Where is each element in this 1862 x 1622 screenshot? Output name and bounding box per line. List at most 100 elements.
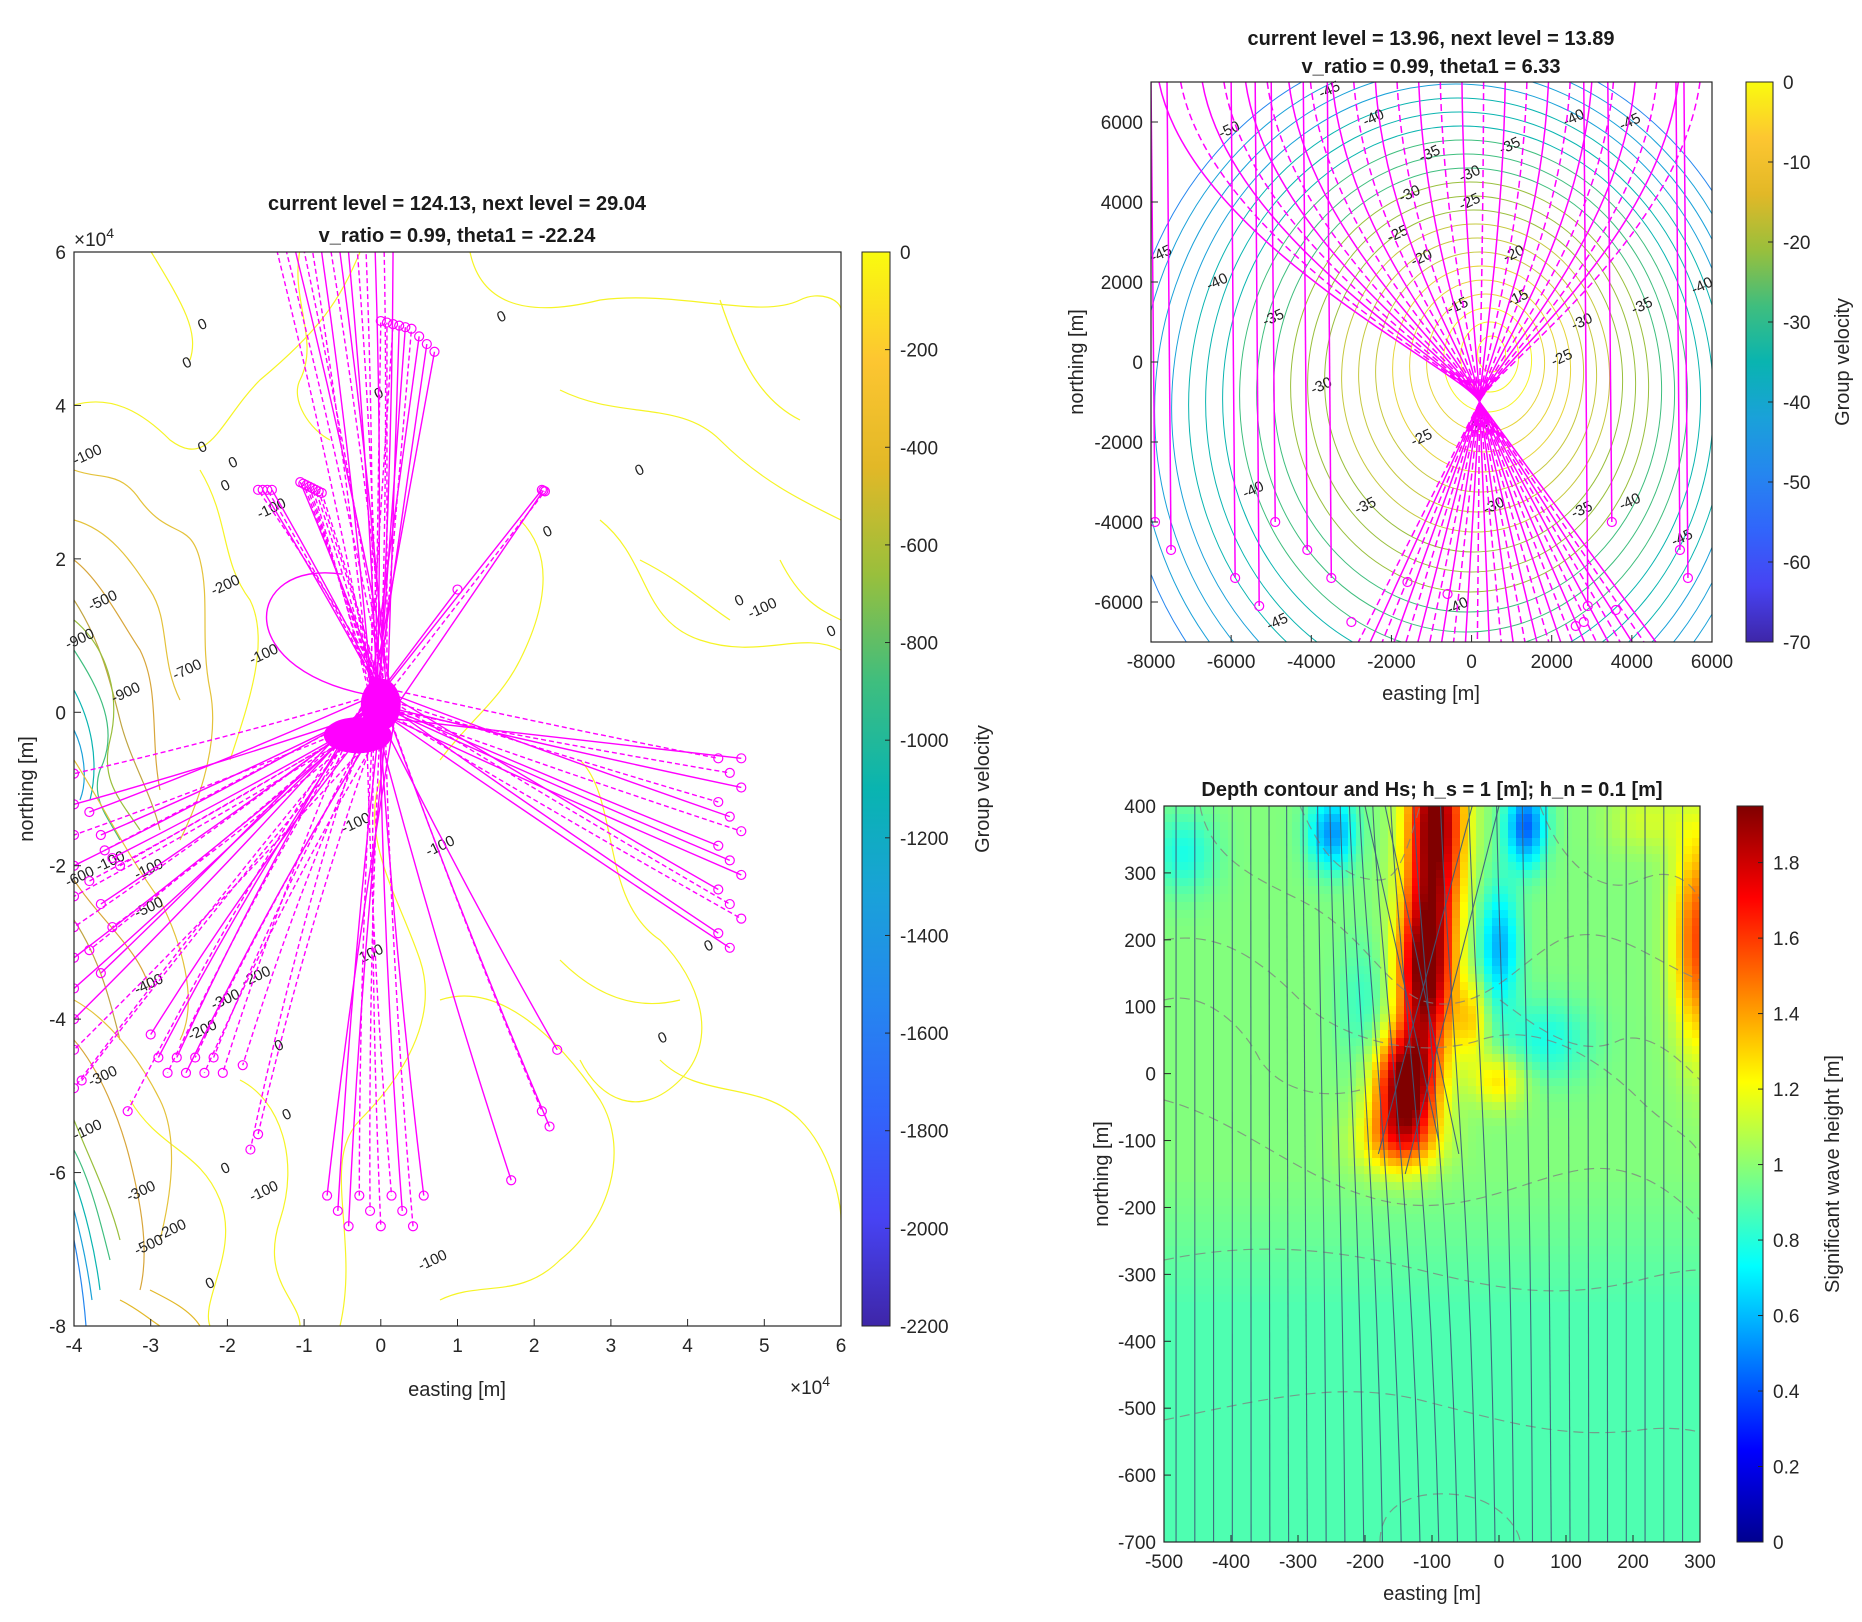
heatmap-cell [1444, 870, 1453, 879]
heatmap-cell [1596, 1078, 1605, 1087]
heatmap-cell [1644, 1022, 1653, 1031]
heatmap-cell [1620, 806, 1629, 815]
heatmap-cell [1292, 854, 1301, 863]
heatmap-cell [1252, 838, 1261, 847]
heatmap-cell [1580, 1070, 1589, 1079]
heatmap-cell [1444, 1230, 1453, 1239]
heatmap-cell [1492, 1030, 1501, 1039]
heatmap-cell [1644, 830, 1653, 839]
heatmap-cell [1348, 1118, 1357, 1127]
heatmap-cell [1692, 1206, 1700, 1215]
heatmap-cell [1436, 862, 1445, 871]
heatmap-cell [1236, 926, 1245, 935]
heatmap-cell [1676, 1150, 1685, 1159]
ray-convergence-zone [360, 678, 401, 731]
heatmap-cell [1332, 990, 1341, 999]
heatmap-cell [1548, 1278, 1557, 1287]
heatmap-cell [1556, 1046, 1565, 1055]
heatmap-cell [1212, 1118, 1221, 1127]
heatmap-cell [1348, 926, 1357, 935]
heatmap-cell [1620, 1062, 1629, 1071]
heatmap-cell [1548, 822, 1557, 831]
heatmap-cell [1692, 1094, 1700, 1103]
heatmap-cell [1212, 1142, 1221, 1151]
heatmap-cell [1604, 942, 1613, 951]
heatmap-cell [1460, 926, 1469, 935]
heatmap-cell [1668, 814, 1677, 823]
heatmap-cell [1252, 982, 1261, 991]
heatmap-cell [1476, 1238, 1485, 1247]
heatmap-cell [1396, 1078, 1405, 1087]
heatmap-cell [1644, 1086, 1653, 1095]
heatmap-cell [1412, 1102, 1421, 1111]
heatmap-cell [1596, 1110, 1605, 1119]
heatmap-cell [1404, 1094, 1413, 1103]
ray-endpoint [252, 1129, 264, 1140]
heatmap-cell [1636, 1038, 1645, 1047]
heatmap-cell [1596, 822, 1605, 831]
heatmap-cell [1348, 990, 1357, 999]
heatmap-cell [1620, 974, 1629, 983]
heatmap-cell [1372, 1238, 1381, 1247]
heatmap-cell [1444, 814, 1453, 823]
heatmap-cell [1452, 1190, 1461, 1199]
heatmap-cell [1340, 1206, 1349, 1215]
ray-endpoint [397, 1205, 408, 1217]
heatmap-cell [1484, 1030, 1493, 1039]
heatmap-cell [1556, 1174, 1565, 1183]
heatmap-cell [1204, 918, 1213, 927]
heatmap-cell [1412, 1318, 1421, 1327]
heatmap-cell [1412, 1182, 1421, 1191]
heatmap-cell [1548, 958, 1557, 967]
heatmap-cell [1548, 1214, 1557, 1223]
heatmap-cell [1684, 1294, 1693, 1303]
heatmap-cell [1412, 990, 1421, 999]
ray-endpoint [506, 1175, 517, 1186]
heatmap-cell [1628, 1286, 1637, 1295]
heatmap-cell [1540, 958, 1549, 967]
heatmap-cell [1204, 1238, 1213, 1247]
heatmap-cell [1316, 1190, 1325, 1199]
ray-path [391, 709, 730, 774]
heatmap-cell [1460, 982, 1469, 991]
heatmap-cell [1284, 918, 1293, 927]
heatmap-cell [1260, 846, 1269, 855]
heatmap-cell [1332, 950, 1341, 959]
ray-endpoint [1682, 572, 1694, 584]
heatmap-cell [1628, 1022, 1637, 1031]
heatmap-cell [1204, 958, 1213, 967]
heatmap-cell [1596, 1198, 1605, 1207]
heatmap-cell [1516, 854, 1525, 863]
heatmap-cell [1476, 1262, 1485, 1271]
ray-endpoint [332, 1205, 343, 1217]
heatmap-cell [1596, 886, 1605, 895]
ray-endpoint [217, 1067, 228, 1078]
heatmap-cell [1412, 1238, 1421, 1247]
heatmap-cell [1428, 830, 1437, 839]
heatmap-cell [1564, 862, 1573, 871]
heatmap-cell [1668, 1054, 1677, 1063]
heatmap-cell [1292, 1326, 1301, 1335]
heatmap-cell [1284, 974, 1293, 983]
heatmap-cell [1620, 870, 1629, 879]
heatmap-cell [1412, 1190, 1421, 1199]
heatmap-cell [1508, 966, 1517, 975]
heatmap-cell [1612, 1126, 1621, 1135]
heatmap-cell [1532, 1054, 1541, 1063]
heatmap-cell [1324, 1326, 1333, 1335]
heatmap-cell [1604, 1022, 1613, 1031]
heatmap-cell [1196, 950, 1205, 959]
heatmap-cell [1476, 982, 1485, 991]
heatmap-cell [1188, 1254, 1197, 1263]
heatmap-cell [1412, 1046, 1421, 1055]
heatmap-cell [1460, 838, 1469, 847]
heatmap-cell [1452, 1326, 1461, 1335]
heatmap-cell [1596, 894, 1605, 903]
heatmap-cell [1412, 1022, 1421, 1031]
heatmap-cell [1300, 1166, 1309, 1175]
heatmap-cell [1476, 846, 1485, 855]
heatmap-cell [1396, 830, 1405, 839]
heatmap-cell [1372, 950, 1381, 959]
heatmap-cell [1276, 1174, 1285, 1183]
heatmap-cell [1292, 902, 1301, 911]
